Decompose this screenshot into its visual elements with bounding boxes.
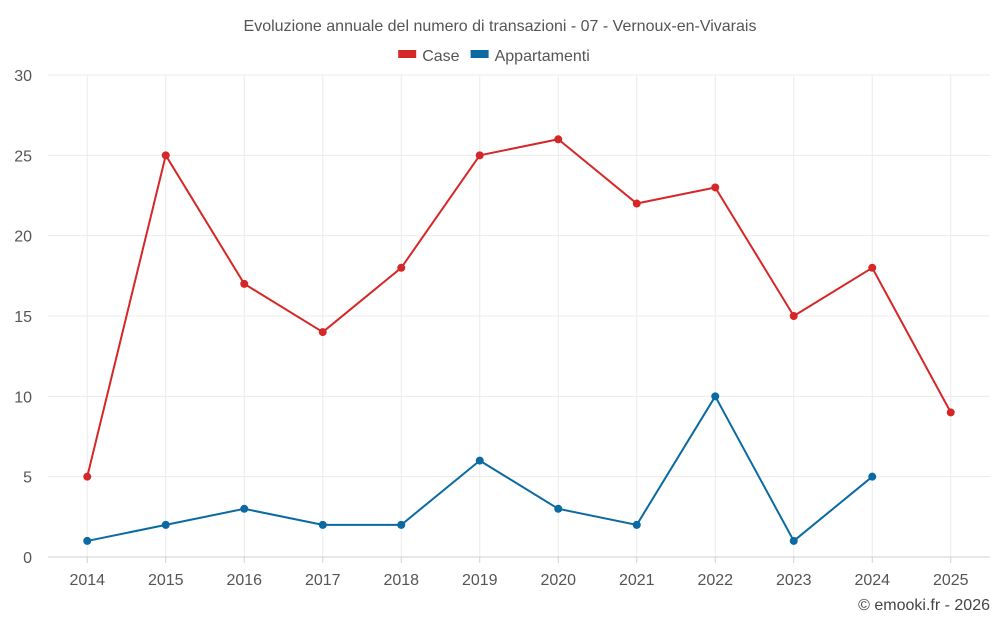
- y-tick-label: 15: [14, 309, 32, 326]
- legend-item-case[interactable]: Case: [398, 48, 460, 65]
- x-tick-label: 2024: [854, 572, 890, 589]
- y-tick-label: 5: [23, 470, 32, 487]
- data-point[interactable]: [868, 472, 877, 481]
- data-point[interactable]: [83, 472, 92, 481]
- data-point[interactable]: [161, 520, 170, 529]
- data-point[interactable]: [711, 183, 720, 192]
- series-case: [83, 135, 955, 481]
- data-point[interactable]: [554, 504, 563, 513]
- legend: Case Appartamenti: [398, 48, 590, 65]
- data-point[interactable]: [240, 279, 249, 288]
- data-point[interactable]: [83, 536, 92, 545]
- data-point[interactable]: [632, 520, 641, 529]
- data-point[interactable]: [161, 151, 170, 160]
- x-tick-label: 2018: [383, 572, 419, 589]
- x-tick-label: 2015: [148, 572, 184, 589]
- x-tick-label: 2020: [540, 572, 576, 589]
- data-point[interactable]: [632, 199, 641, 208]
- data-point[interactable]: [868, 263, 877, 272]
- data-point[interactable]: [789, 312, 798, 320]
- x-tick-label: 2021: [619, 572, 655, 589]
- data-point[interactable]: [711, 392, 720, 401]
- series-layer: [83, 135, 955, 545]
- data-point[interactable]: [946, 408, 955, 417]
- data-point[interactable]: [318, 520, 327, 529]
- data-point[interactable]: [397, 263, 406, 272]
- y-tick-label: 20: [14, 229, 32, 246]
- y-tick-label: 10: [14, 389, 32, 406]
- credit-text: © emooki.fr - 2026: [858, 597, 990, 614]
- x-tick-label: 2023: [776, 572, 812, 589]
- data-point[interactable]: [554, 135, 563, 144]
- series-line-case: [86, 138, 952, 477]
- data-point[interactable]: [789, 536, 798, 545]
- data-point[interactable]: [240, 504, 249, 513]
- data-point[interactable]: [475, 151, 484, 160]
- y-tick-label: 25: [14, 148, 32, 165]
- data-point[interactable]: [318, 328, 327, 337]
- y-tick-label: 0: [23, 550, 32, 567]
- legend-swatch: [470, 50, 489, 58]
- x-tick-label: 2016: [226, 572, 262, 589]
- data-point[interactable]: [397, 520, 406, 529]
- series-appartamenti: [83, 392, 877, 545]
- x-tick-label: 2025: [933, 572, 969, 589]
- legend-swatch: [398, 50, 417, 58]
- legend-label: Appartamenti: [495, 48, 590, 65]
- y-tick-label: 30: [14, 68, 32, 85]
- legend-label: Case: [422, 48, 459, 65]
- x-tick-label: 2019: [462, 572, 498, 589]
- x-tick-label: 2017: [305, 572, 341, 589]
- x-tick-label: 2022: [697, 572, 733, 589]
- x-tick-label: 2014: [69, 572, 105, 589]
- legend-item-appartamenti[interactable]: Appartamenti: [470, 48, 590, 65]
- data-point[interactable]: [475, 456, 484, 465]
- chart-title: Evoluzione annuale del numero di transaz…: [244, 18, 757, 35]
